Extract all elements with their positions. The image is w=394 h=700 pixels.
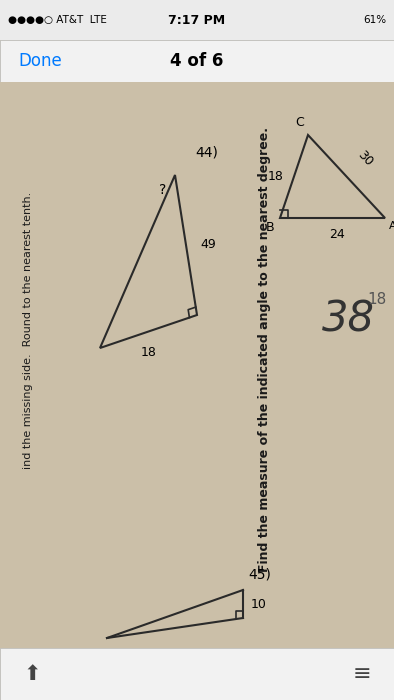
Text: ●●●●○ AT&T  LTE: ●●●●○ AT&T LTE — [8, 15, 107, 25]
Text: 10: 10 — [251, 598, 267, 610]
Bar — [0, 0, 394, 40]
Bar — [0, 648, 394, 700]
Text: 18: 18 — [367, 293, 386, 307]
Text: 49: 49 — [200, 239, 216, 251]
Text: 30: 30 — [355, 148, 375, 169]
Text: 18: 18 — [141, 346, 156, 358]
Text: A: A — [389, 221, 394, 231]
Text: 24: 24 — [330, 228, 346, 241]
Text: ind the missing side.  Round to the nearest tenth.: ind the missing side. Round to the neare… — [23, 191, 33, 468]
Text: C: C — [295, 116, 304, 129]
Text: ?: ? — [160, 183, 167, 197]
Text: 45): 45) — [248, 568, 271, 582]
Text: Find the measure of the indicated angle to the nearest degree.: Find the measure of the indicated angle … — [258, 127, 271, 573]
Text: ⬆: ⬆ — [23, 664, 41, 684]
Text: ≡: ≡ — [353, 664, 371, 684]
Text: 4 of 6: 4 of 6 — [170, 52, 224, 70]
Text: 61%: 61% — [363, 15, 386, 25]
Text: 7:17 PM: 7:17 PM — [169, 13, 225, 27]
Text: 18: 18 — [268, 170, 284, 183]
Text: 44): 44) — [195, 146, 218, 160]
Text: B: B — [266, 221, 274, 234]
Text: Done: Done — [18, 52, 62, 70]
Text: 38: 38 — [322, 299, 375, 341]
Bar — [0, 40, 394, 82]
Bar — [0, 82, 394, 648]
